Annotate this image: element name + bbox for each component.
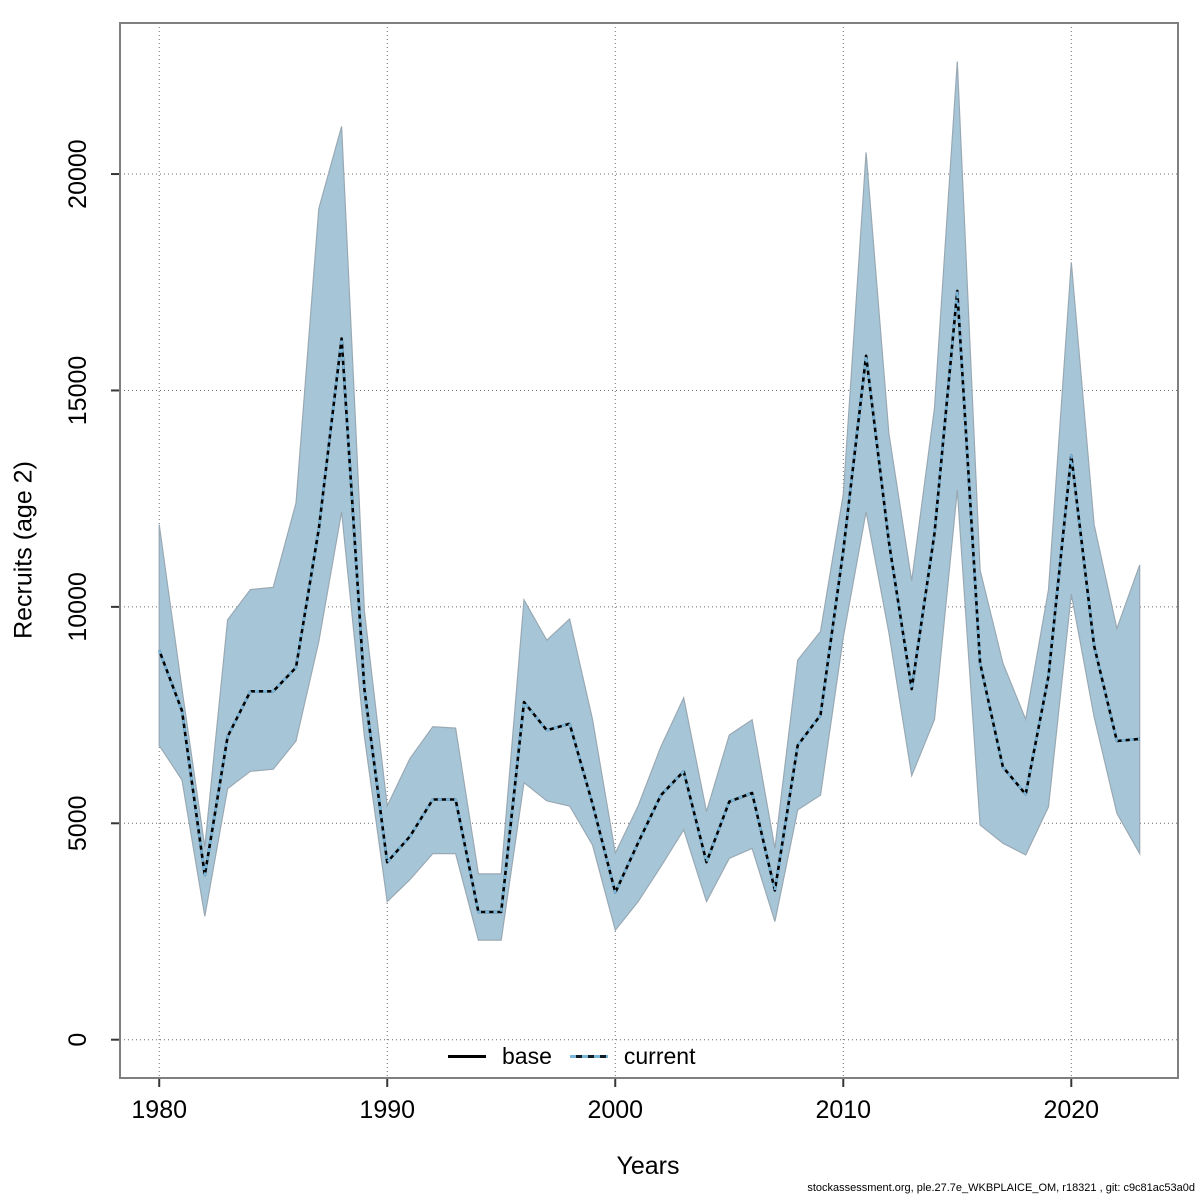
legend: base current xyxy=(448,1043,695,1070)
y-tick-label: 0 xyxy=(64,1033,92,1047)
x-tick-label: 1980 xyxy=(131,1096,187,1124)
base-line-swatch xyxy=(448,1055,486,1058)
x-tick-label: 2000 xyxy=(587,1096,643,1124)
y-tick-label: 10000 xyxy=(64,572,92,642)
legend-item-base: base xyxy=(448,1043,552,1070)
legend-label-base: base xyxy=(502,1043,552,1069)
legend-label-current: current xyxy=(623,1043,696,1069)
x-tick-label: 2020 xyxy=(1043,1096,1099,1124)
legend-item-current: current xyxy=(569,1043,696,1070)
y-tick-label: 15000 xyxy=(64,356,92,426)
x-axis-title: Years xyxy=(616,1152,680,1180)
current-line-swatch xyxy=(569,1055,608,1058)
y-axis-title: Recruits (age 2) xyxy=(9,461,38,639)
x-tick-label: 2010 xyxy=(815,1096,871,1124)
current-line xyxy=(157,289,1140,914)
plot-border xyxy=(119,22,1179,1079)
y-tick-label: 20000 xyxy=(64,139,92,209)
x-tick-label: 1990 xyxy=(359,1096,415,1124)
y-tick-label: 5000 xyxy=(64,795,92,851)
footer-citation: stockassessment.org, ple.27.7e_WKBPLAICE… xyxy=(807,1182,1195,1194)
confidence-band xyxy=(158,61,1141,941)
